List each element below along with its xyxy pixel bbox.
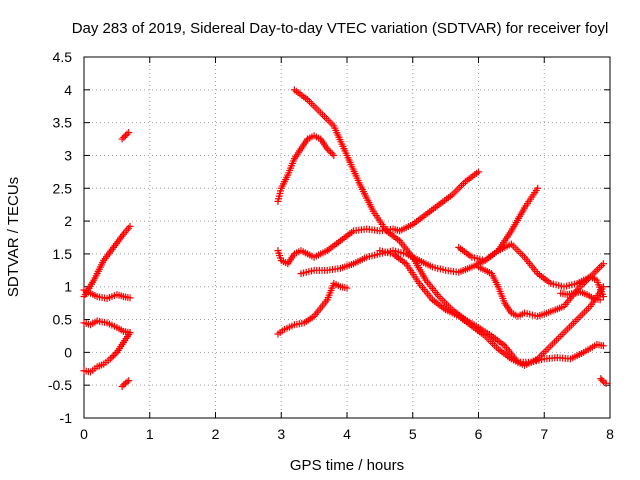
y-tick-label: 0.5 xyxy=(53,312,73,328)
series xyxy=(376,247,607,369)
x-axis-title: GPS time / hours xyxy=(290,457,404,474)
y-tick-label: 2 xyxy=(64,213,72,229)
data-point xyxy=(534,184,542,192)
grid xyxy=(84,57,610,418)
data-point xyxy=(599,342,607,350)
data-point xyxy=(126,294,134,302)
data-point xyxy=(123,130,131,138)
data-point xyxy=(599,260,607,268)
series xyxy=(597,375,610,387)
data-point xyxy=(475,168,482,176)
series xyxy=(455,240,607,291)
data-point xyxy=(330,151,338,159)
series xyxy=(118,128,133,143)
x-tick-label: 6 xyxy=(475,426,483,442)
series xyxy=(80,329,134,376)
series xyxy=(80,317,134,337)
data-point xyxy=(126,222,134,230)
x-tick-label: 3 xyxy=(277,426,285,442)
y-axis-title: SDTVAR / TECUs xyxy=(5,177,22,297)
series xyxy=(274,168,482,268)
data-point xyxy=(118,135,126,143)
data-point xyxy=(125,377,133,385)
data-point xyxy=(596,296,604,304)
y-tick-label: 4 xyxy=(64,82,72,98)
series xyxy=(557,288,604,304)
series xyxy=(475,263,607,320)
data-point xyxy=(118,382,126,390)
data-point xyxy=(110,352,118,360)
data-point xyxy=(108,353,116,361)
series xyxy=(274,279,351,338)
data-point xyxy=(106,355,114,363)
series xyxy=(118,377,133,390)
x-tick-label: 7 xyxy=(540,426,548,442)
data-point xyxy=(343,284,351,292)
y-tick-label: 1 xyxy=(64,279,72,295)
data-point xyxy=(111,350,119,358)
data-point xyxy=(123,378,131,386)
axis-ticks: 0 1 2 3 4 5 6 7 8 -1 -0.5 0 0.5 1 1.5 2 2.5 3 3.5 4 4.5 xyxy=(48,49,614,442)
y-tick-label: 3 xyxy=(64,147,72,163)
data-point xyxy=(323,145,331,153)
x-tick-label: 2 xyxy=(212,426,220,442)
data-point xyxy=(602,379,610,387)
data-point xyxy=(126,329,134,337)
data-point xyxy=(120,133,128,141)
series xyxy=(297,184,542,278)
data-point xyxy=(598,376,606,384)
data-point xyxy=(328,150,336,158)
y-tick-label: 3.5 xyxy=(53,115,73,131)
data-point xyxy=(327,148,335,156)
series xyxy=(274,132,338,205)
series xyxy=(80,222,134,301)
data-point xyxy=(125,128,133,136)
y-tick-label: -0.5 xyxy=(48,377,72,393)
y-tick-label: -1 xyxy=(60,410,73,426)
y-tick-label: 0 xyxy=(64,344,72,360)
series xyxy=(80,286,134,303)
data-series xyxy=(80,86,610,390)
data-point xyxy=(120,381,128,389)
series xyxy=(290,86,607,366)
y-tick-label: 1.5 xyxy=(53,246,73,262)
x-tick-label: 8 xyxy=(606,426,614,442)
y-tick-label: 4.5 xyxy=(53,49,73,65)
x-tick-label: 0 xyxy=(80,426,88,442)
data-point xyxy=(599,293,607,301)
x-tick-label: 4 xyxy=(343,426,351,442)
y-tick-label: 2.5 xyxy=(53,180,73,196)
x-tick-label: 1 xyxy=(146,426,154,442)
x-tick-label: 5 xyxy=(409,426,417,442)
data-point xyxy=(325,147,333,155)
chart-title: Day 283 of 2019, Sidereal Day-to-day VTE… xyxy=(72,20,609,37)
data-point xyxy=(121,132,129,140)
